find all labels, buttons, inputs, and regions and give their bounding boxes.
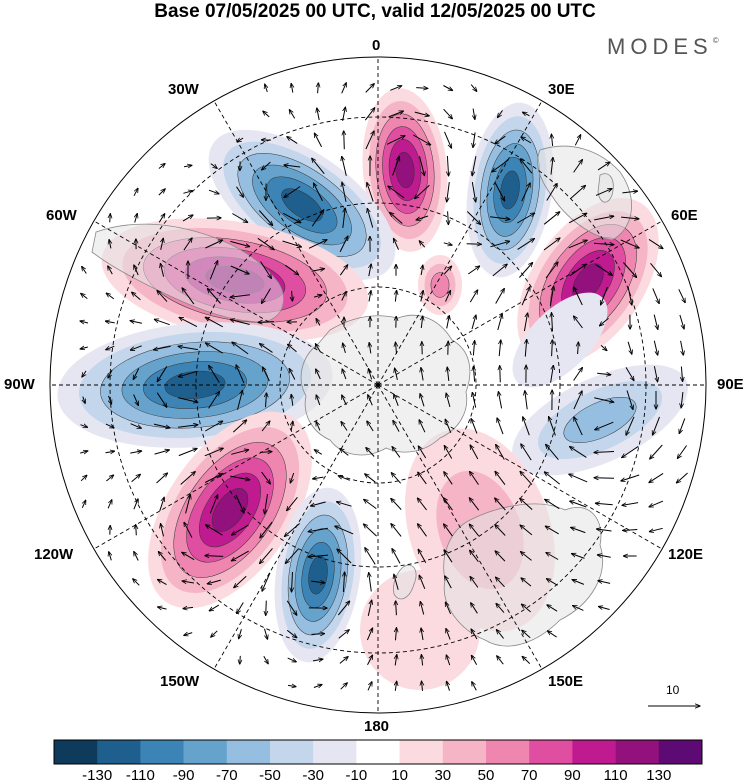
colorbar-swatch (486, 740, 530, 764)
land-madagascar (598, 174, 613, 203)
colorbar-tick-label: -50 (259, 767, 281, 784)
wind-vector-arrow (136, 525, 137, 536)
wind-vector-arrow (240, 656, 241, 664)
colorbar-swatch (356, 740, 400, 764)
wind-vector-arrow (594, 478, 614, 479)
colorbar-swatch (227, 740, 270, 764)
lon-label-150e: 150E (548, 673, 583, 690)
lon-label-0: 0 (372, 37, 380, 54)
colorbar-tick-label: -10 (346, 767, 368, 784)
colorbar-swatch (529, 740, 573, 764)
colorbar-tick-label: 70 (521, 767, 538, 784)
colorbar-tick-label: 110 (604, 767, 628, 784)
colorbar-tick-label: -110 (126, 767, 155, 784)
colorbar-tick-label: 30 (434, 767, 451, 784)
colorbar-swatch (313, 740, 357, 764)
colorbar-swatch (184, 740, 228, 764)
colorbar-tick-label: 50 (478, 767, 495, 784)
lon-label-60e: 60E (671, 207, 698, 224)
lon-label-120e: 120E (668, 546, 703, 563)
colorbar-tick-label: 90 (564, 767, 581, 784)
wind-vector-arrow (110, 214, 111, 223)
wind-vector-arrow (500, 366, 501, 383)
lon-label-90e: 90E (717, 376, 744, 393)
colorbar-tick-label: -30 (302, 767, 324, 784)
colorbar-tick-labels: -130 -110 -90 -70 -50 -30 -10 10 30 50 70 90 110 130 (0, 767, 750, 783)
colorbar-tick-label: -90 (173, 767, 195, 784)
wind-vector-arrow (467, 244, 482, 245)
colorbar-tick-label: 130 (646, 767, 671, 784)
colorbar-swatch (400, 740, 444, 764)
wind-vector-arrow (344, 131, 345, 149)
lon-label-180: 180 (364, 718, 389, 735)
reference-vector-label: 10 (666, 683, 679, 697)
colorbar-tick-label: -130 (82, 767, 112, 784)
lon-label-90w: 90W (4, 376, 35, 393)
colorbar-swatch (616, 740, 660, 764)
colorbar-swatch (54, 740, 98, 764)
colorbar-swatch (443, 740, 487, 764)
colorbar-tick-label: -70 (216, 767, 238, 784)
wind-vector-arrow (266, 601, 267, 616)
anomaly-contour-10-2 (431, 273, 449, 298)
colorbar (54, 740, 702, 764)
colorbar-swatch (97, 740, 141, 764)
map-disc-content (40, 50, 720, 730)
lon-label-150w: 150W (160, 673, 199, 690)
lon-label-30w: 30W (168, 81, 199, 98)
lon-label-30e: 30E (548, 81, 575, 98)
colorbar-swatch (140, 740, 184, 764)
colorbar-swatch (270, 740, 314, 764)
lon-label-120w: 120W (34, 546, 73, 563)
colorbar-swatch (572, 740, 616, 764)
colorbar-tick-label: 10 (391, 767, 408, 784)
south-pole-dot (376, 383, 380, 387)
colorbar-swatch (659, 740, 703, 764)
lon-label-60w: 60W (46, 207, 77, 224)
